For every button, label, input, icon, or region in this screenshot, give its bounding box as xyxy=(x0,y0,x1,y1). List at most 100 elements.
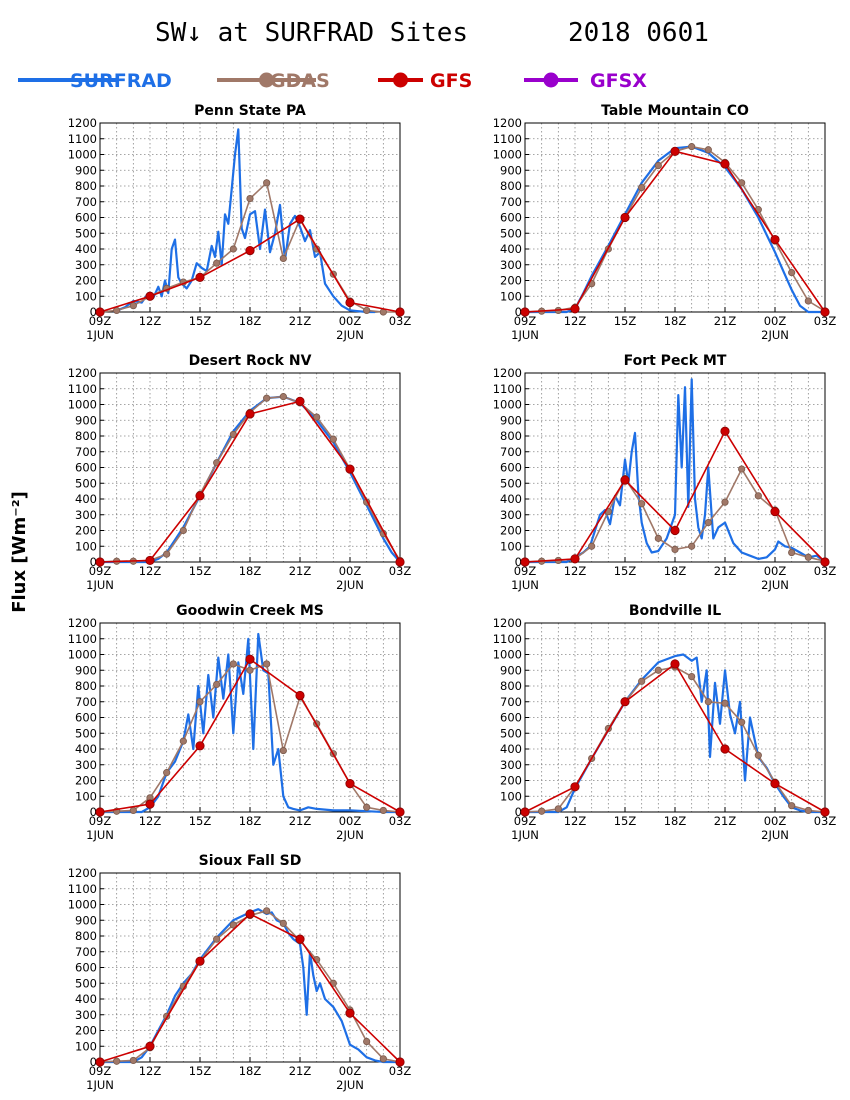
point-gdas xyxy=(804,297,812,305)
x-tick-sublabel: 2JUN xyxy=(336,328,364,342)
y-tick-label: 100 xyxy=(500,789,522,803)
x-tick-label: 15Z xyxy=(614,314,637,328)
point-gdas xyxy=(788,269,796,277)
point-gdas xyxy=(704,519,712,527)
point-gfs xyxy=(95,557,105,567)
y-tick-label: 300 xyxy=(500,758,522,772)
point-gdas xyxy=(179,737,187,745)
point-gfs xyxy=(295,396,305,406)
grid xyxy=(99,372,401,563)
y-tick-label: 900 xyxy=(75,663,97,677)
x-tick-label: 03Z xyxy=(814,314,837,328)
point-gdas xyxy=(638,183,646,192)
panel-title: Table Mountain CO xyxy=(601,103,749,119)
y-tick-label: 700 xyxy=(75,695,97,709)
point-gdas xyxy=(804,806,812,815)
point-gdas xyxy=(538,807,546,815)
legend-label-gfs: GFS xyxy=(430,70,472,92)
point-gfs xyxy=(820,307,830,317)
y-tick-label: 0 xyxy=(90,805,97,819)
point-gdas xyxy=(721,498,729,506)
x-tick-label: 03Z xyxy=(389,314,412,328)
point-gfs xyxy=(195,491,205,501)
point-gdas xyxy=(363,1037,371,1046)
y-tick-label: 200 xyxy=(75,274,97,288)
panel-fort-peck-mt: Fort Peck MT0100200300400500600700800900… xyxy=(493,353,837,592)
y-tick-label: 1100 xyxy=(68,382,97,396)
point-gdas xyxy=(688,542,696,550)
panel-bondville-il: Bondville IL0100200300400500600700800900… xyxy=(493,603,837,842)
panel-title: Sioux Fall SD xyxy=(199,853,302,869)
x-tick-label: 03Z xyxy=(389,564,412,578)
y-tick-label: 1100 xyxy=(68,882,97,896)
x-tick-sublabel: 1JUN xyxy=(86,828,114,842)
y-tick-label: 700 xyxy=(500,195,522,209)
point-gdas xyxy=(363,803,371,811)
panel-penn-state-pa: Penn State PA010020030040050060070080090… xyxy=(68,103,412,342)
point-gfs xyxy=(95,1057,105,1067)
x-tick-sublabel: 2JUN xyxy=(336,1078,364,1092)
point-gdas xyxy=(229,245,237,253)
chart-title: SW↓ at SURFRAD Sites xyxy=(155,18,468,48)
x-tick-sublabel: 1JUN xyxy=(511,578,539,592)
x-tick-label: 18Z xyxy=(664,314,687,328)
legend: SURFRAD GDAS GFS GFSX xyxy=(18,70,647,92)
x-tick-label: 18Z xyxy=(239,564,262,578)
point-gdas xyxy=(163,550,171,558)
y-tick-label: 700 xyxy=(500,695,522,709)
y-tick-label: 200 xyxy=(75,774,97,788)
x-tick-label: 21Z xyxy=(289,814,312,828)
point-gdas xyxy=(654,534,662,542)
point-gdas xyxy=(213,680,221,689)
y-tick-label: 1000 xyxy=(493,648,522,662)
x-tick-label: 09Z xyxy=(514,814,537,828)
point-gfs xyxy=(620,697,630,707)
legend-marker-gdas xyxy=(259,72,274,88)
point-gdas xyxy=(129,806,137,815)
point-gfs xyxy=(395,1057,405,1067)
point-gdas xyxy=(688,143,696,151)
x-tick-sublabel: 1JUN xyxy=(86,1078,114,1092)
point-gfs xyxy=(195,741,205,751)
x-tick-label: 18Z xyxy=(239,314,262,328)
x-tick-label: 12Z xyxy=(564,564,587,578)
y-tick-label: 800 xyxy=(75,929,97,943)
y-tick-label: 700 xyxy=(75,945,97,959)
panel-table-mountain-co: Table Mountain CO01002003004005006007008… xyxy=(493,103,837,342)
legend-marker-gfsx xyxy=(543,72,559,88)
x-tick-label: 18Z xyxy=(664,814,687,828)
legend-label-gfsx: GFSX xyxy=(590,70,647,92)
y-tick-label: 600 xyxy=(75,961,97,975)
legend-marker-gfs xyxy=(393,72,408,88)
y-tick-label: 1200 xyxy=(493,366,522,380)
series-line-surfrad xyxy=(112,128,375,314)
x-tick-label: 15Z xyxy=(189,314,212,328)
point-gfs xyxy=(245,909,255,919)
point-gdas xyxy=(179,526,187,535)
point-gfs xyxy=(295,690,305,701)
point-gdas xyxy=(721,699,729,707)
point-gfs xyxy=(520,557,530,567)
point-gdas xyxy=(704,698,712,706)
y-tick-label: 600 xyxy=(500,711,522,725)
y-tick-label: 900 xyxy=(75,913,97,927)
y-tick-label: 0 xyxy=(90,1055,97,1069)
y-tick-label: 1200 xyxy=(68,616,97,630)
point-gfs xyxy=(145,799,155,809)
y-tick-label: 300 xyxy=(500,508,522,522)
point-gdas xyxy=(246,666,254,674)
x-tick-label: 21Z xyxy=(714,314,737,328)
point-gfs xyxy=(520,307,530,317)
y-tick-label: 1000 xyxy=(68,898,97,912)
point-gfs xyxy=(820,807,830,817)
point-gfs xyxy=(720,426,730,436)
x-tick-label: 03Z xyxy=(389,1064,412,1078)
point-gdas xyxy=(229,430,237,439)
y-tick-label: 400 xyxy=(500,242,522,256)
point-gdas xyxy=(229,660,237,668)
x-tick-label: 09Z xyxy=(89,314,112,328)
y-tick-label: 900 xyxy=(500,413,522,427)
y-tick-label: 100 xyxy=(500,539,522,553)
point-gdas xyxy=(113,1057,121,1065)
